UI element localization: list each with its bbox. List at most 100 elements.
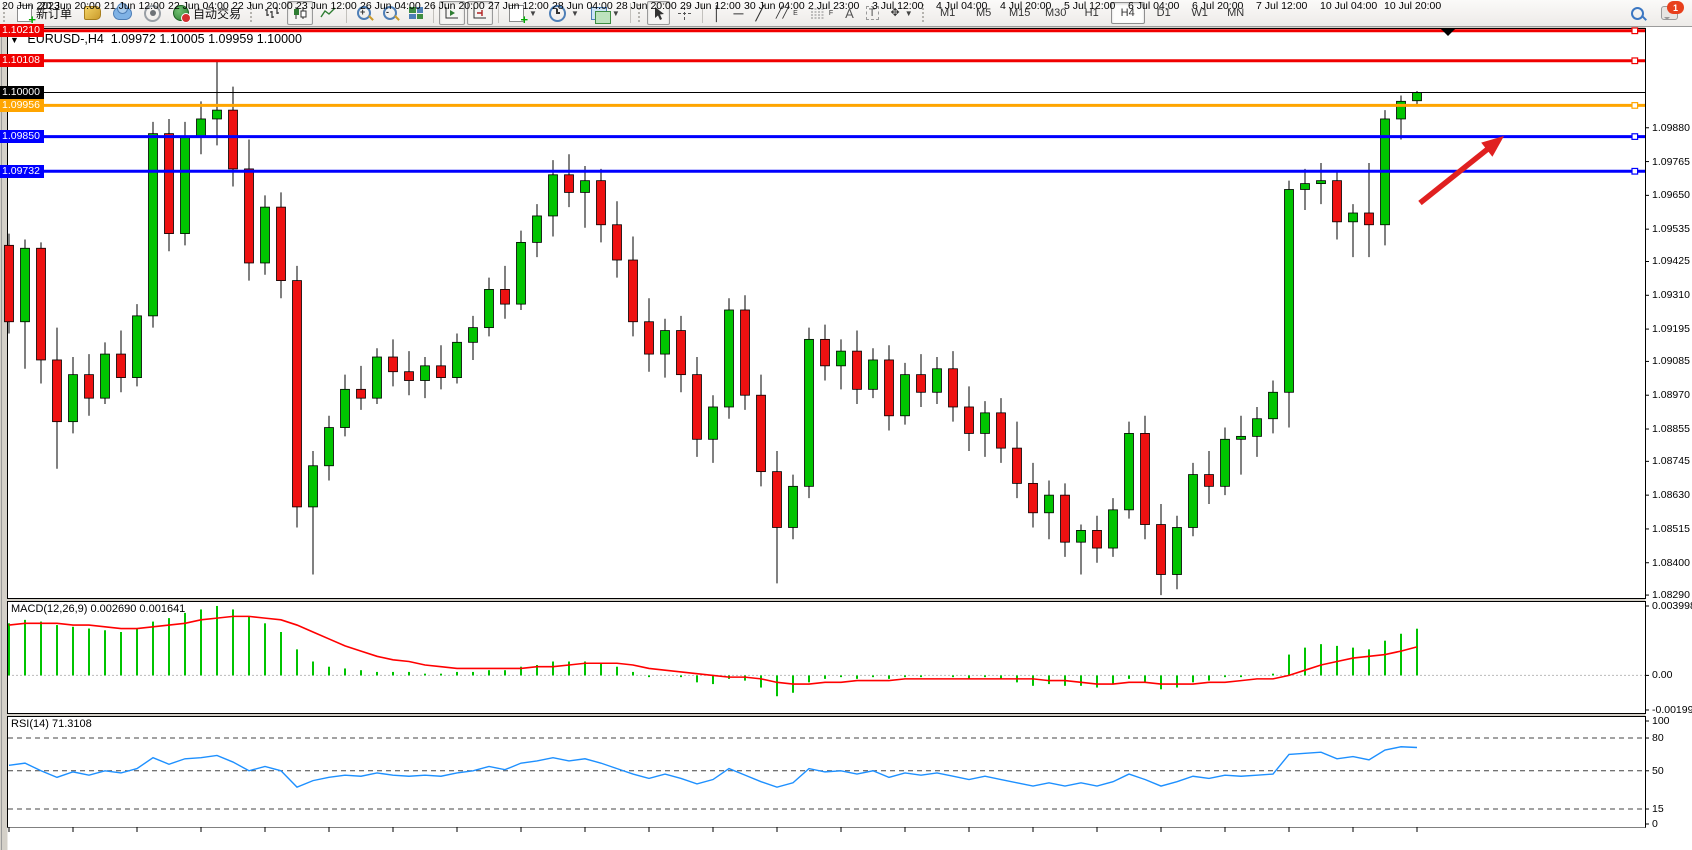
line-handle[interactable] — [1631, 167, 1639, 175]
macd-panel[interactable] — [7, 601, 1646, 714]
candle-body[interactable] — [532, 215, 542, 243]
timeframe-button-M15[interactable]: M15 — [1008, 7, 1031, 19]
notifications-button[interactable]: 1 — [1656, 1, 1684, 25]
candle-body[interactable] — [628, 259, 638, 323]
candle-body[interactable] — [1220, 438, 1230, 487]
candle-body[interactable] — [1236, 435, 1246, 440]
indicators-button[interactable]: ▼ — [504, 1, 542, 27]
candle-body[interactable] — [996, 412, 1006, 449]
candle-body[interactable] — [932, 368, 942, 393]
candle-body[interactable] — [1204, 474, 1214, 487]
candle-body[interactable] — [580, 180, 590, 193]
tile-windows-button[interactable] — [404, 1, 428, 25]
candle-body[interactable] — [180, 136, 190, 234]
candle-body[interactable] — [436, 365, 446, 378]
candle-body[interactable] — [964, 406, 974, 434]
channel-tool-button[interactable]: ╱╱ E — [775, 6, 798, 19]
timeframe-button-H1[interactable]: H1 — [1084, 7, 1099, 19]
annotation-arrow-head[interactable] — [1481, 136, 1504, 157]
candle-body[interactable] — [596, 180, 606, 226]
symbol-dropdown-icon[interactable]: ▼ — [10, 35, 19, 45]
candle-body[interactable] — [148, 133, 158, 317]
templates-button[interactable]: ▼ — [586, 1, 625, 25]
zoom-in-button[interactable]: + — [352, 1, 376, 25]
candle-body[interactable] — [20, 247, 30, 323]
arrows-tool-button[interactable]: ✥ ▼ — [886, 1, 918, 25]
candle-body[interactable] — [1316, 180, 1326, 185]
line-handle[interactable] — [1631, 57, 1639, 65]
candle-body[interactable] — [164, 133, 174, 234]
candle-body[interactable] — [868, 359, 878, 390]
cursor-tool-button[interactable] — [646, 1, 670, 25]
time-axis-strip[interactable] — [7, 827, 1646, 850]
timeframe-button-D1[interactable]: D1 — [1156, 7, 1171, 19]
auto-scroll-button[interactable] — [439, 1, 466, 25]
candle-body[interactable] — [36, 247, 46, 361]
candle-body[interactable] — [1284, 189, 1294, 393]
candle-body[interactable] — [804, 338, 814, 487]
candle-body[interactable] — [884, 359, 894, 417]
timeframe-button-M1[interactable]: M1 — [940, 7, 956, 19]
toolbar-grip[interactable] — [637, 4, 643, 22]
candle-body[interactable] — [836, 350, 846, 367]
candle-body[interactable] — [260, 206, 270, 264]
candle-body[interactable] — [68, 374, 78, 423]
crosshair-tool-button[interactable] — [672, 1, 697, 25]
toolbar-grip[interactable] — [3, 4, 8, 22]
toolbar-grip[interactable] — [921, 4, 927, 22]
auto-trading-button[interactable]: 自动交易 — [168, 1, 246, 25]
candle-body[interactable] — [228, 109, 238, 170]
line-handle[interactable] — [1631, 102, 1639, 109]
candle-body[interactable] — [500, 289, 510, 305]
candle-body[interactable] — [1396, 100, 1406, 120]
candle-body[interactable] — [1332, 180, 1342, 223]
text-tool-button[interactable]: A — [840, 1, 859, 25]
timeframe-button-H4[interactable]: H4 — [1110, 2, 1145, 24]
candle-body[interactable] — [740, 309, 750, 396]
timeframe-button-M5[interactable]: M5 — [976, 7, 992, 19]
candle-body[interactable] — [340, 388, 350, 428]
candle-body[interactable] — [1364, 212, 1374, 226]
candle-body[interactable] — [52, 359, 62, 423]
candle-body[interactable] — [1060, 494, 1070, 543]
candle-body[interactable] — [84, 374, 94, 399]
line-handle[interactable] — [1631, 27, 1639, 35]
candle-body[interactable] — [468, 327, 478, 343]
annotation-arrow-shaft[interactable] — [1418, 145, 1492, 206]
candle-body[interactable] — [612, 224, 622, 261]
candle-body[interactable] — [1124, 433, 1134, 511]
market-watch-button[interactable] — [79, 1, 106, 25]
candle-body[interactable] — [116, 353, 126, 378]
candle-body[interactable] — [900, 374, 910, 417]
candle-body[interactable] — [1012, 447, 1022, 484]
candle-body[interactable] — [548, 174, 558, 217]
candle-body[interactable] — [980, 412, 990, 434]
candle-body[interactable] — [372, 356, 382, 399]
candle-body[interactable] — [484, 289, 494, 329]
signals-button[interactable] — [139, 1, 166, 25]
main-chart-panel[interactable] — [7, 28, 1646, 599]
candle-body[interactable] — [1108, 509, 1118, 549]
line-handle[interactable] — [1631, 133, 1639, 140]
trendline-tool-button[interactable]: ╱ — [750, 1, 768, 25]
candle-body[interactable] — [404, 371, 414, 381]
candle-body[interactable] — [1412, 92, 1422, 102]
candle-body[interactable] — [1028, 482, 1038, 514]
candle-body[interactable] — [1188, 474, 1198, 528]
candle-body[interactable] — [388, 356, 398, 373]
candle-body[interactable] — [1348, 212, 1358, 223]
candle-body[interactable] — [132, 315, 142, 378]
candle-body[interactable] — [756, 394, 766, 473]
candle-body[interactable] — [852, 350, 862, 390]
candle-body[interactable] — [452, 341, 462, 378]
timeframe-button-MN[interactable]: MN — [1227, 7, 1245, 19]
vertical-line-tool-button[interactable]: │ — [708, 1, 727, 25]
candle-body[interactable] — [644, 321, 654, 355]
candle-body[interactable] — [420, 365, 430, 381]
candle-body[interactable] — [4, 244, 14, 323]
candle-body[interactable] — [1300, 183, 1310, 190]
bar-chart-button[interactable] — [259, 1, 285, 25]
text-label-tool-button[interactable]: T — [861, 1, 884, 25]
candle-body[interactable] — [1092, 530, 1102, 549]
